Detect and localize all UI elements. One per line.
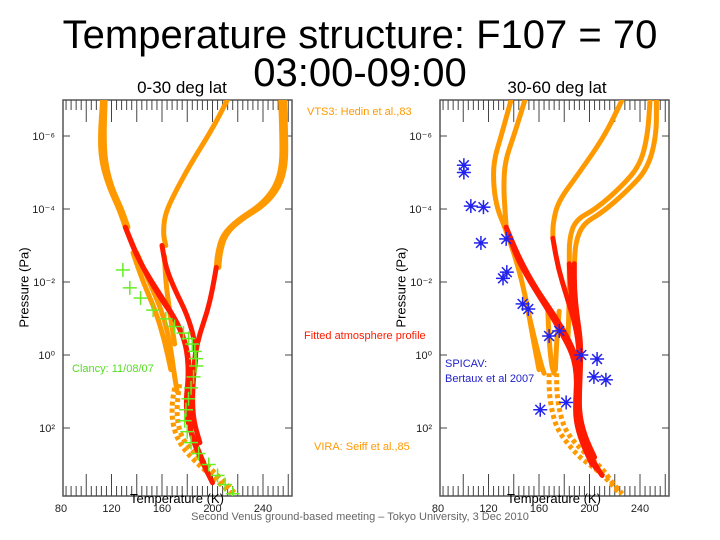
vts3-curve (501, 100, 528, 230)
vts3-curve (216, 100, 289, 270)
vira-curve (130, 250, 174, 373)
y-tick-label: 10² (416, 423, 432, 435)
clancy-data-point (115, 262, 130, 277)
vts3-curve (161, 100, 231, 248)
clancy-data-point (191, 446, 206, 461)
x-tick-label: 240 (254, 503, 272, 515)
clancy-data-point (210, 468, 225, 483)
clancy-legend-label: Clancy: 11/08/07 (72, 363, 154, 375)
y-tick-label: 10⁻² (410, 277, 432, 289)
vira-legend-label: VIRA: Seiff et al.,85 (314, 441, 410, 453)
clancy-data-point (158, 311, 173, 326)
slide-title-line1: Temperature structure: F107 = 70 (62, 13, 658, 57)
x-tick-label: 160 (153, 503, 171, 515)
clancy-data-point (167, 319, 182, 334)
spicav-data-point (542, 329, 557, 344)
spicav-data-point (473, 235, 488, 250)
spicav-data-point (559, 395, 574, 410)
clancy-data-point (133, 291, 148, 306)
slide-footer: Second Venus ground-based meeting – Toky… (191, 511, 529, 523)
spicav-data-point (456, 165, 471, 180)
spicav-data-point (499, 265, 514, 280)
clancy-data-point (181, 391, 196, 406)
spicav-data-point (521, 302, 536, 317)
clancy-data-point (178, 402, 193, 417)
right-y-axis-label: Pressure (Pa) (393, 247, 409, 328)
vts3-curve (571, 100, 659, 267)
clancy-data-point (225, 486, 240, 496)
spicav-data-point (598, 372, 613, 387)
plot-area (98, 100, 289, 496)
y-tick-label: 10⁰ (415, 350, 432, 362)
clancy-data-point (184, 380, 199, 395)
y-tick-label: 10⁻⁶ (32, 131, 55, 143)
x-tick-label: 80 (55, 503, 67, 515)
spicav-legend-label-line2: Bertaux et al 2007 (445, 373, 535, 385)
spicav-data-point (590, 352, 605, 367)
spicav-data-point (463, 199, 478, 214)
left-y-axis-label: Pressure (Pa) (16, 247, 32, 328)
clancy-data-point (185, 337, 200, 352)
clancy-data-point (186, 369, 201, 384)
right-chart-title: 30-60 deg lat (507, 78, 607, 97)
clancy-data-point (189, 358, 204, 373)
spicav-data-point (552, 323, 567, 338)
clancy-data-point (146, 303, 161, 318)
vts3-curve (565, 100, 653, 340)
clancy-data-point (201, 457, 216, 472)
spicav-data-point (499, 231, 514, 246)
y-tick-label: 10⁻⁶ (409, 131, 432, 143)
spicav-data-point (533, 402, 548, 417)
clancy-data-point (218, 477, 233, 492)
clancy-data-point (177, 413, 192, 428)
vts3-curve (550, 100, 625, 241)
left-chart-title: 0-30 deg lat (137, 78, 227, 97)
clancy-data-point (184, 435, 199, 450)
left-chart: 80 120 160 200 240 10⁻⁶ 10⁻⁴ 10⁻² 10⁰ 10² (32, 99, 293, 515)
plot-frame (439, 99, 670, 497)
x-tick-label: 240 (631, 503, 649, 515)
spicav-legend-label-line1: SPICAV: (445, 358, 488, 370)
vts3-curve (213, 100, 285, 270)
right-chart: 80 120 160 200 240 10⁻⁶ 10⁻⁴ 10⁻² 10⁰ 10² (409, 99, 670, 515)
clancy-data-point (187, 344, 202, 359)
fitted-profile-legend-label: Fitted atmosphere profile (304, 330, 426, 342)
x-tick-label: 200 (203, 503, 221, 515)
x-tick-label: 160 (530, 503, 548, 515)
y-tick-label: 10⁰ (38, 350, 55, 362)
vts3-curve (101, 100, 131, 230)
clancy-data-point (181, 331, 196, 346)
y-tick-label: 10⁻⁴ (32, 204, 55, 216)
y-tick-label: 10⁻⁴ (409, 204, 432, 216)
spicav-data-point (574, 348, 589, 362)
clancy-data-point (180, 424, 195, 439)
clancy-data-point (122, 280, 137, 295)
vira-curve-dashed (554, 373, 625, 496)
slide-title-line2: 03:00-09:00 (253, 51, 467, 95)
x-tick-label: 80 (432, 503, 444, 515)
left-x-axis-label: Temperature (K) (130, 491, 224, 506)
spicav-data-point (586, 369, 601, 384)
x-tick-label: 200 (580, 503, 598, 515)
right-x-axis-label: Temperature (K) (507, 491, 601, 506)
plot-area (456, 100, 659, 496)
y-tick-label: 10² (39, 423, 55, 435)
vts3-legend-label: VTS3: Hedin et al.,83 (307, 106, 412, 118)
x-tick-label: 120 (479, 503, 497, 515)
x-tick-label: 120 (102, 503, 120, 515)
spicav-data-point (476, 200, 491, 215)
y-tick-label: 10⁻² (33, 277, 55, 289)
